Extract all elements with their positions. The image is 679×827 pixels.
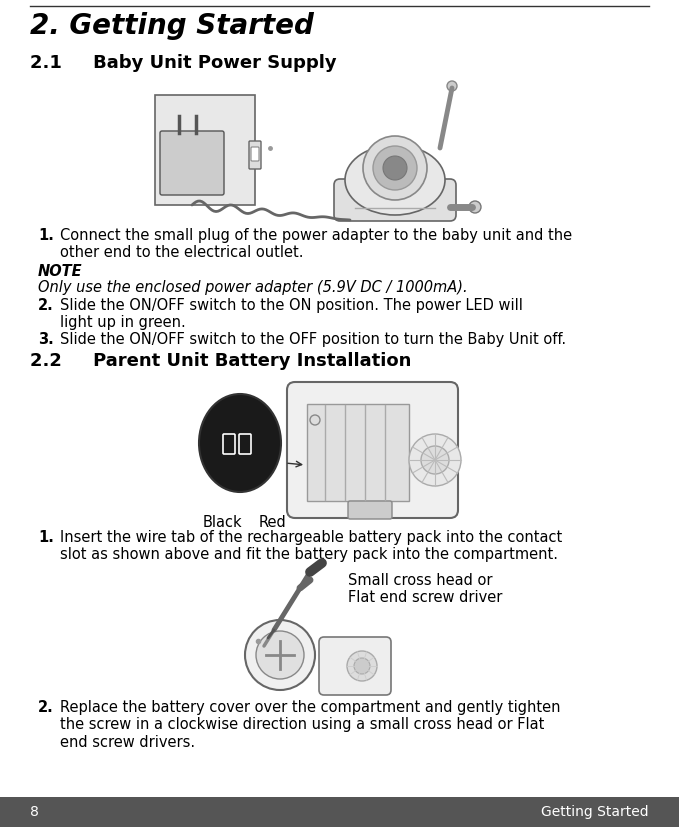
Text: Insert the wire tab of the rechargeable battery pack into the contact
slot as sh: Insert the wire tab of the rechargeable … [60, 530, 562, 562]
Circle shape [245, 620, 315, 690]
Text: 2.: 2. [38, 700, 54, 715]
FancyBboxPatch shape [239, 434, 251, 454]
FancyBboxPatch shape [155, 95, 255, 205]
Text: Getting Started: Getting Started [541, 805, 649, 819]
FancyBboxPatch shape [251, 147, 259, 161]
FancyBboxPatch shape [287, 382, 458, 518]
Circle shape [383, 156, 407, 180]
Text: 8: 8 [30, 805, 39, 819]
Text: 2. Getting Started: 2. Getting Started [30, 12, 314, 40]
Circle shape [409, 434, 461, 486]
Bar [0, 797, 679, 827]
Text: 3.: 3. [38, 332, 54, 347]
FancyBboxPatch shape [334, 179, 456, 221]
Circle shape [469, 201, 481, 213]
Text: Only use the enclosed power adapter (5.9V DC / 1000mA).: Only use the enclosed power adapter (5.9… [38, 280, 468, 295]
Circle shape [354, 658, 370, 674]
Text: Small cross head or
Flat end screw driver: Small cross head or Flat end screw drive… [348, 573, 502, 605]
Circle shape [256, 631, 304, 679]
FancyBboxPatch shape [307, 404, 409, 501]
Circle shape [363, 136, 427, 200]
FancyBboxPatch shape [160, 131, 224, 195]
Circle shape [347, 651, 377, 681]
Text: Slide the ON/OFF switch to the ON position. The power LED will
light up in green: Slide the ON/OFF switch to the ON positi… [60, 298, 523, 331]
Ellipse shape [199, 394, 281, 492]
Circle shape [421, 446, 449, 474]
FancyBboxPatch shape [249, 141, 261, 169]
Circle shape [373, 146, 417, 190]
Text: NOTE: NOTE [38, 264, 83, 279]
FancyBboxPatch shape [348, 501, 392, 519]
Text: 2.2     Parent Unit Battery Installation: 2.2 Parent Unit Battery Installation [30, 352, 411, 370]
Text: Black: Black [202, 515, 242, 530]
Text: Connect the small plug of the power adapter to the baby unit and the
other end t: Connect the small plug of the power adap… [60, 228, 572, 261]
Text: 1.: 1. [38, 530, 54, 545]
Circle shape [447, 81, 457, 91]
Text: 2.: 2. [38, 298, 54, 313]
Circle shape [310, 415, 320, 425]
Text: 2.1     Baby Unit Power Supply: 2.1 Baby Unit Power Supply [30, 54, 337, 72]
Text: Red: Red [258, 515, 286, 530]
FancyBboxPatch shape [223, 434, 235, 454]
Text: Replace the battery cover over the compartment and gently tighten
the screw in a: Replace the battery cover over the compa… [60, 700, 560, 750]
Text: Slide the ON/OFF switch to the OFF position to turn the Baby Unit off.: Slide the ON/OFF switch to the OFF posit… [60, 332, 566, 347]
FancyBboxPatch shape [319, 637, 391, 695]
Text: 1.: 1. [38, 228, 54, 243]
Ellipse shape [345, 145, 445, 215]
